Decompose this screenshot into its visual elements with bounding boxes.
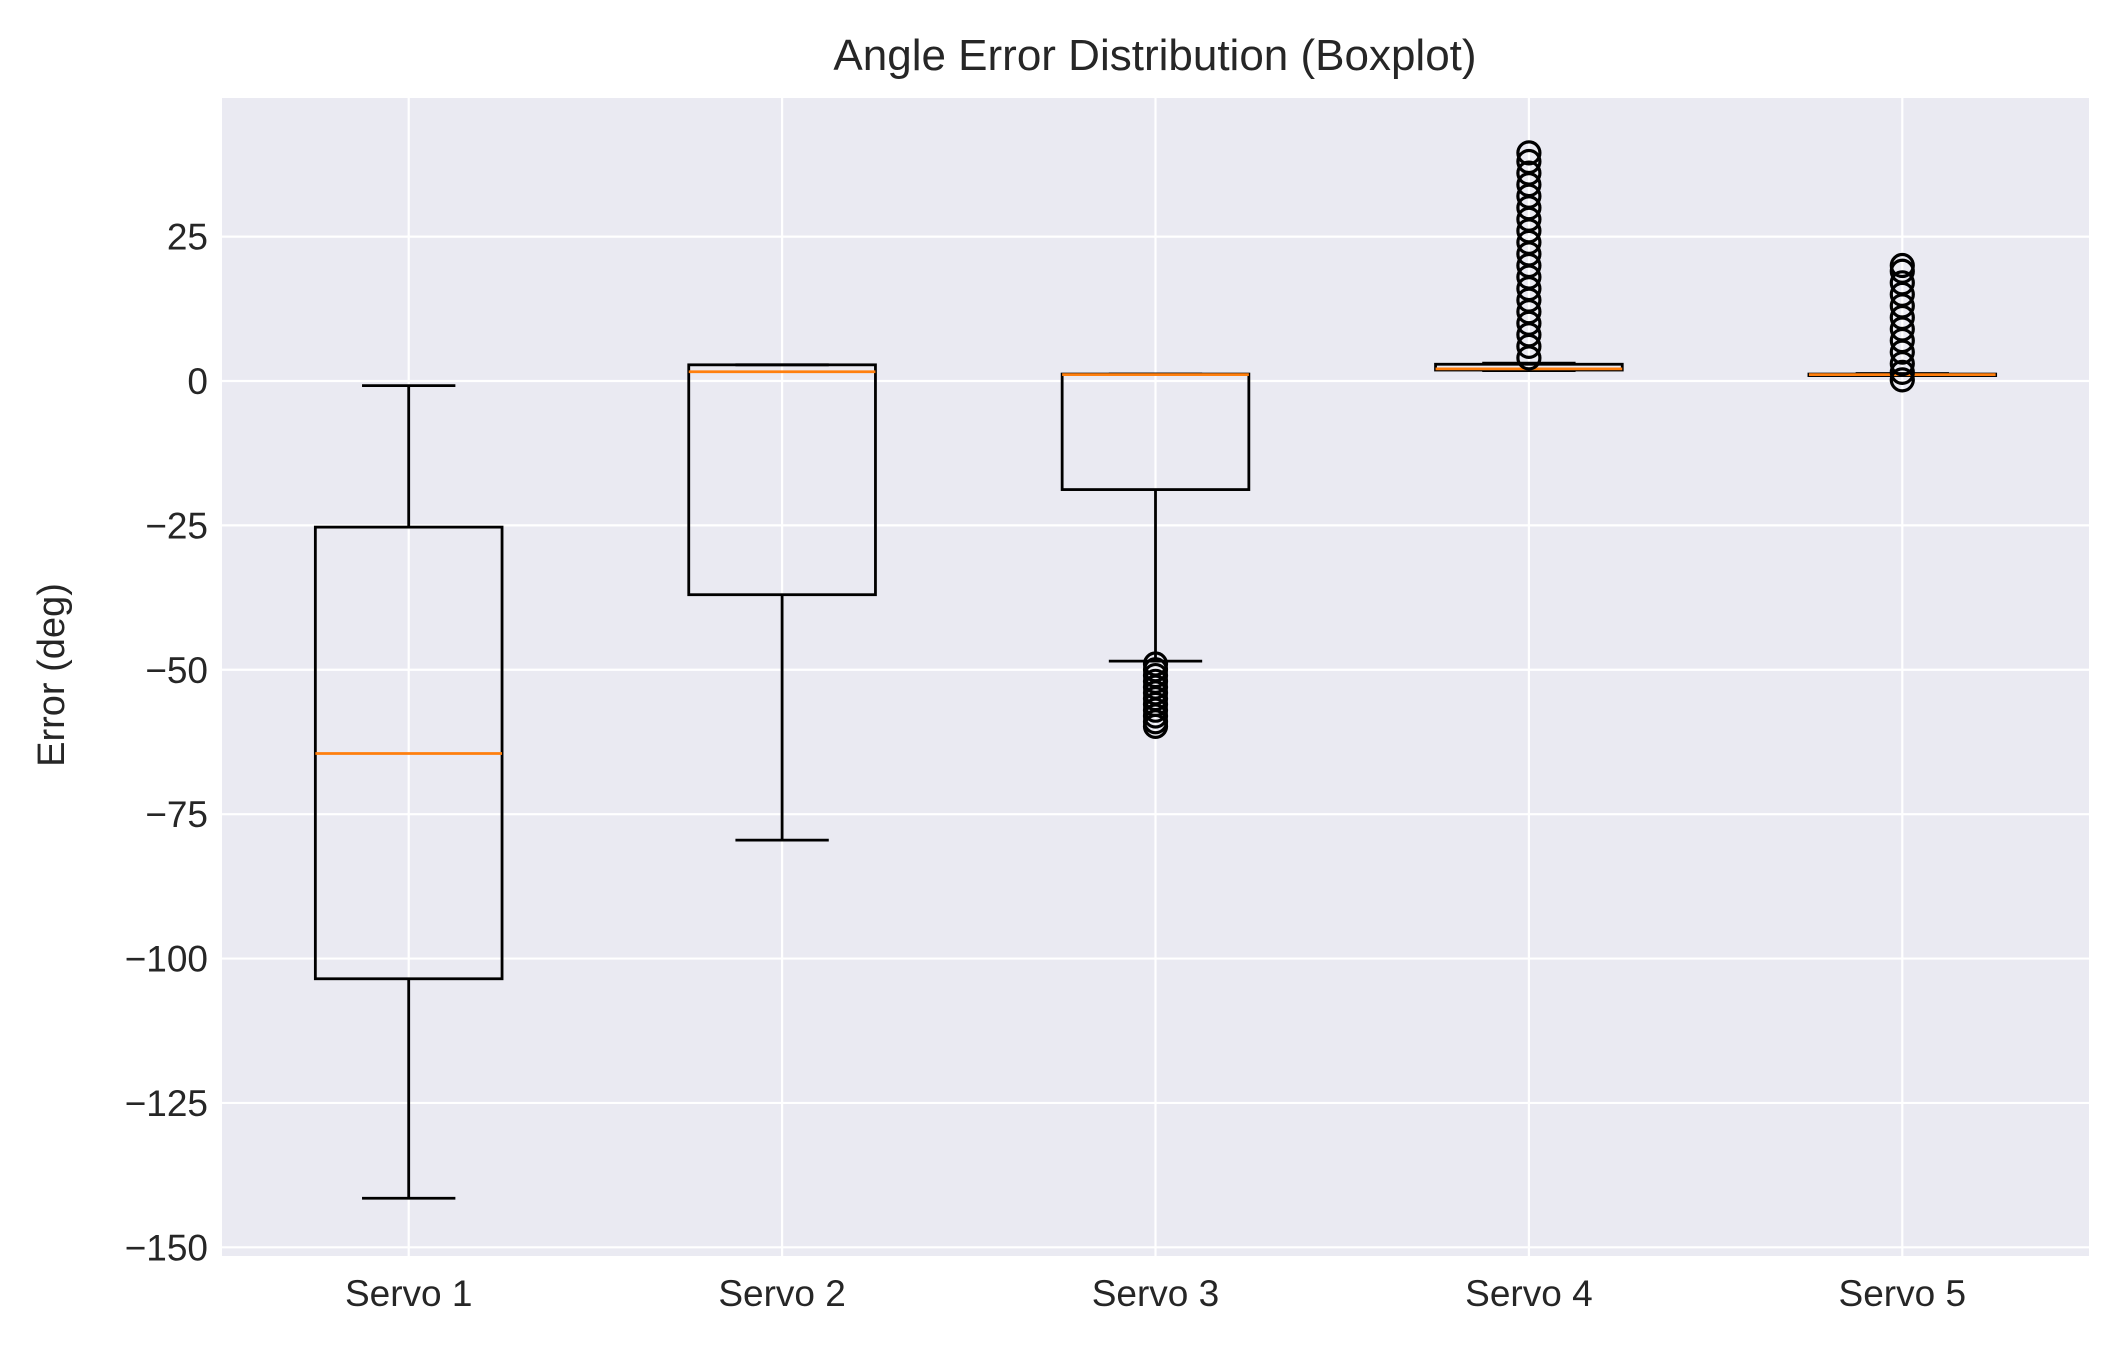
y-tick-label: −150 [125, 1227, 208, 1268]
outlier-point [1889, 359, 1915, 385]
y-tick-label: −125 [125, 1083, 208, 1124]
outlier-point [1142, 713, 1169, 739]
chart-title: Angle Error Distribution (Boxplot) [833, 31, 1476, 80]
x-tick-label: Servo 1 [345, 1273, 473, 1314]
outlier-point [1516, 160, 1542, 186]
outliers [1142, 140, 1915, 739]
y-tick-label: −75 [145, 794, 208, 835]
box [687, 363, 877, 597]
x-tick-label: Servo 2 [718, 1273, 846, 1314]
outlier-point [1889, 367, 1915, 393]
y-tick-label: 0 [187, 361, 208, 402]
y-tick-label: −50 [145, 650, 208, 691]
outlier-point [1889, 270, 1915, 296]
x-tick-label: Servo 3 [1092, 1273, 1220, 1314]
x-tick-label: Servo 4 [1465, 1273, 1593, 1314]
outlier-point [1516, 148, 1542, 175]
y-tick-label: 25 [167, 217, 208, 258]
y-tick-label: −25 [145, 505, 208, 546]
outlier-point [1889, 252, 1915, 279]
outlier-point [1516, 140, 1542, 166]
tick-labels: 25 0 −25 −50 −75 −100 −125 −150 Servo 1 Servo 2 Se… [125, 217, 1966, 1314]
y-tick-label: −100 [125, 939, 208, 980]
y-axis-label: Error (deg) [31, 583, 73, 767]
x-tick-label: Servo 5 [1839, 1273, 1967, 1314]
